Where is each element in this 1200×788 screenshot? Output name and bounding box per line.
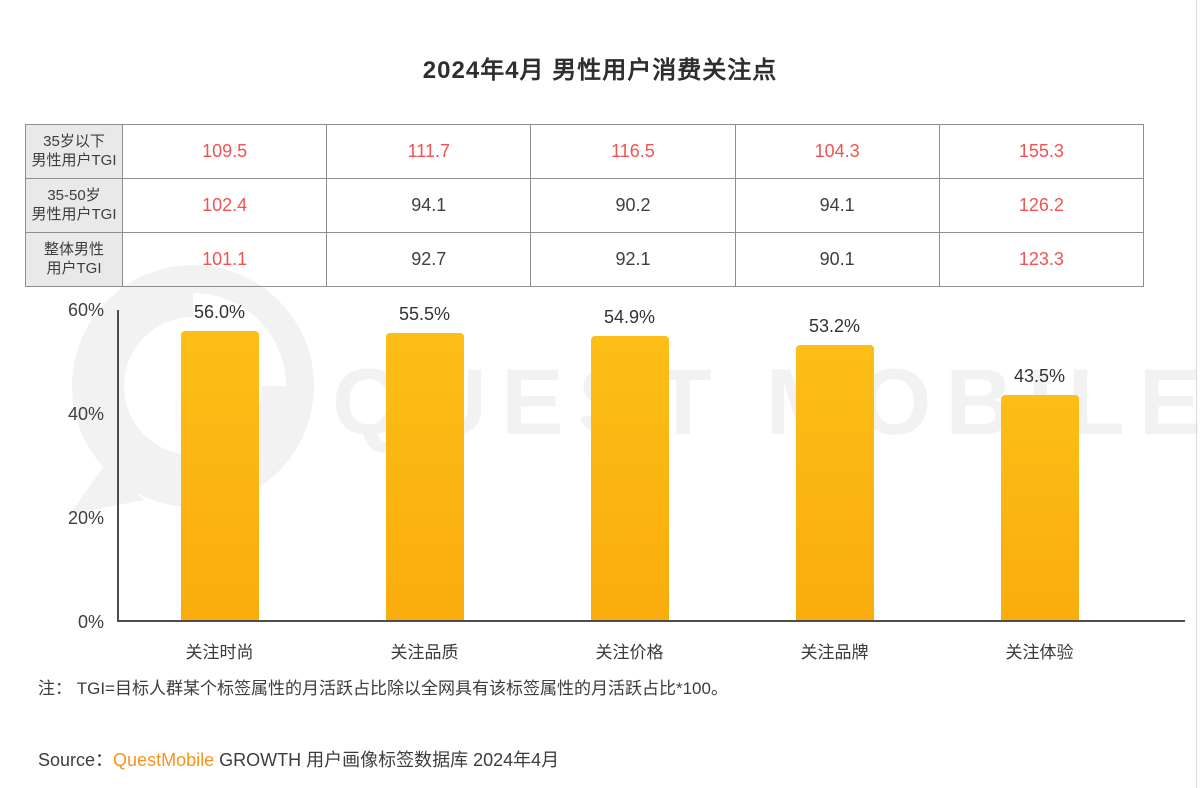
bar-value-label: 56.0%	[193, 302, 246, 322]
x-axis-line	[117, 620, 1185, 622]
bar-value-label: 55.5%	[398, 304, 451, 324]
tgi-table: 35岁以下 男性用户TGI 109.5 111.7 116.5 104.3 155.3 35…	[25, 124, 1145, 287]
y-tick-label: 0%	[77, 612, 104, 632]
y-tick-label: 20%	[67, 508, 104, 528]
bar	[795, 345, 874, 620]
tgi-value-cell: 94.1	[326, 178, 532, 233]
tgi-table-body: 35岁以下 男性用户TGI 109.5 111.7 116.5 104.3 155.3 35…	[25, 124, 1145, 287]
bar-slot: 43.5%	[937, 310, 1142, 622]
tgi-footnote: 注： TGI=目标人群某个标签属性的月活跃占比除以全网具有该标签属性的月活跃占比…	[38, 679, 728, 698]
bar-value-label: 43.5%	[1013, 366, 1066, 386]
bar-slot: 54.9%	[527, 307, 732, 622]
bar	[385, 333, 464, 620]
slide-right-edge	[1196, 0, 1197, 788]
tgi-value-cell: 101.1	[121, 232, 328, 287]
x-category-label: 关注体验	[1005, 643, 1074, 662]
tgi-value-cell: 126.2	[938, 178, 1145, 233]
y-tick-label: 40%	[67, 404, 104, 424]
bar-value-label: 53.2%	[808, 316, 861, 336]
bar	[180, 331, 259, 620]
bar	[1000, 395, 1079, 620]
tgi-value-cell: 92.1	[530, 232, 736, 287]
tgi-value-cell: 123.3	[938, 232, 1145, 287]
tgi-value-cell: 102.4	[121, 178, 328, 233]
tgi-value-cell: 116.5	[530, 124, 736, 179]
page-title: 2024年4月 男性用户消费关注点	[422, 57, 778, 84]
tgi-value-cell: 90.1	[734, 232, 940, 287]
tgi-value-cell: 92.7	[326, 232, 532, 287]
table-row: 35岁以下 男性用户TGI 109.5 111.7 116.5 104.3 155.3	[25, 124, 1145, 179]
tgi-value-cell: 109.5	[121, 124, 328, 179]
tgi-value-cell: 90.2	[530, 178, 736, 233]
row-header-cell: 整体男性 用户TGI	[25, 232, 123, 287]
bar	[590, 336, 669, 620]
source-rest: GROWTH 用户画像标签数据库 2024年4月	[214, 750, 560, 770]
y-axis-line	[117, 310, 119, 622]
source-line: Source：QuestMobile GROWTH 用户画像标签数据库 2024…	[38, 746, 559, 772]
x-category-label: 关注品质	[390, 643, 459, 662]
source-brand: QuestMobile	[113, 750, 215, 770]
table-row: 35-50岁 男性用户TGI 102.4 94.1 90.2 94.1 126.2	[25, 178, 1145, 233]
tgi-value-cell: 111.7	[326, 124, 532, 179]
tgi-value-cell: 155.3	[938, 124, 1145, 179]
bar-chart-plot-area: 56.0% 55.5% 54.9% 53.2% 43.5%	[117, 302, 1185, 622]
bar-value-label: 54.9%	[603, 307, 656, 327]
x-axis-category-labels: 关注时尚 关注品质 关注价格 关注品牌 关注体验	[117, 638, 1185, 662]
row-header-cell: 35-50岁 男性用户TGI	[25, 178, 123, 233]
source-prefix: Source：	[38, 750, 114, 770]
tgi-value-cell: 104.3	[734, 124, 940, 179]
table-row: 整体男性 用户TGI 101.1 92.7 92.1 90.1 123.3	[25, 232, 1145, 287]
x-category-label: 关注价格	[595, 643, 664, 662]
bar-slot: 55.5%	[322, 304, 527, 622]
bar-slot: 53.2%	[732, 310, 937, 622]
x-category-label: 关注时尚	[185, 643, 254, 662]
bar-slot: 56.0%	[117, 302, 322, 622]
y-tick-label: 60%	[67, 300, 104, 320]
x-category-label: 关注品牌	[800, 643, 869, 662]
tgi-value-cell: 94.1	[734, 178, 940, 233]
row-header-cell: 35岁以下 男性用户TGI	[25, 124, 123, 179]
